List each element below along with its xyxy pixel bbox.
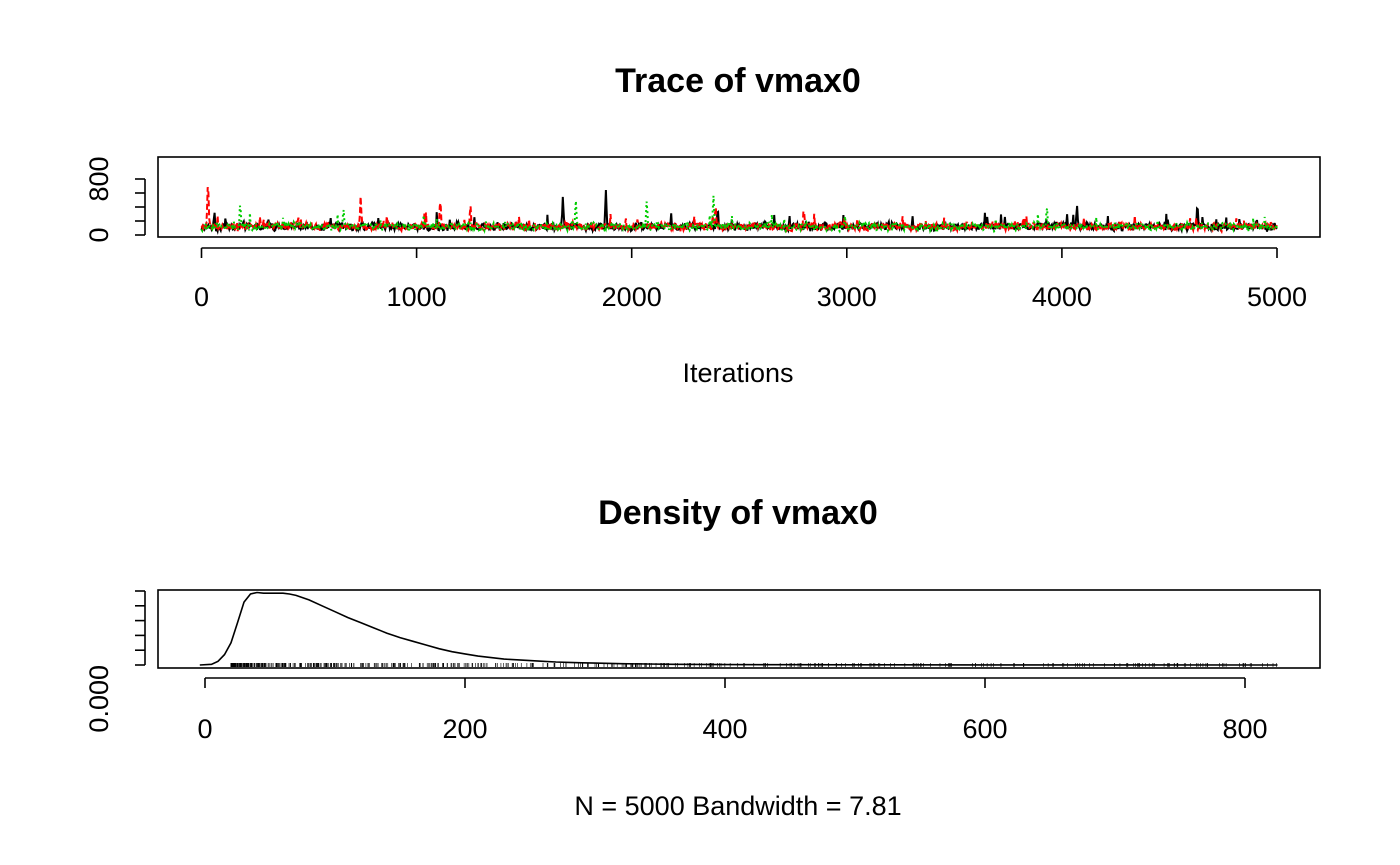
trace-y-tick-label: 800 [84,156,114,201]
trace-title: Trace of vmax0 [615,62,861,100]
trace-x-tick-label: 1000 [387,282,447,312]
density-x-tick-label: 800 [1222,714,1267,744]
density-panel: Density of vmax0 0 200 400 600 800 0.000 N =… [84,494,1321,821]
density-x-tick-label: 400 [702,714,747,744]
trace-series-line [200,195,1278,235]
density-x-tick-label: 200 [442,714,487,744]
density-x-axis: 0 200 400 600 800 [197,677,1268,744]
density-y-tick-label: 0.000 [84,665,114,733]
density-curve-group [199,591,1278,666]
density-y-axis: 0.000 [84,590,146,733]
density-curve-line [199,591,1278,666]
trace-y-tick-label: 0 [84,227,114,242]
trace-x-tick-label: 2000 [602,282,662,312]
trace-x-tick-label: 4000 [1032,282,1092,312]
density-plot-frame [157,589,1321,669]
density-x-label: N = 5000 Bandwidth = 7.81 [574,791,901,821]
trace-panel: Trace of vmax0 0 1000 2000 3000 4000 5000 0 80… [84,62,1321,388]
trace-x-label: Iterations [682,358,793,388]
trace-x-axis: 0 1000 2000 3000 4000 5000 [194,247,1307,312]
density-x-tick-label: 0 [197,714,212,744]
trace-plot-frame [157,156,1321,238]
density-title: Density of vmax0 [598,494,878,532]
trace-x-tick-label: 3000 [817,282,877,312]
trace-x-tick-label: 0 [194,282,209,312]
trace-series-group [200,186,1278,235]
density-x-tick-label: 600 [962,714,1007,744]
trace-y-axis: 0 800 [84,156,146,243]
trace-x-tick-label: 5000 [1247,282,1307,312]
